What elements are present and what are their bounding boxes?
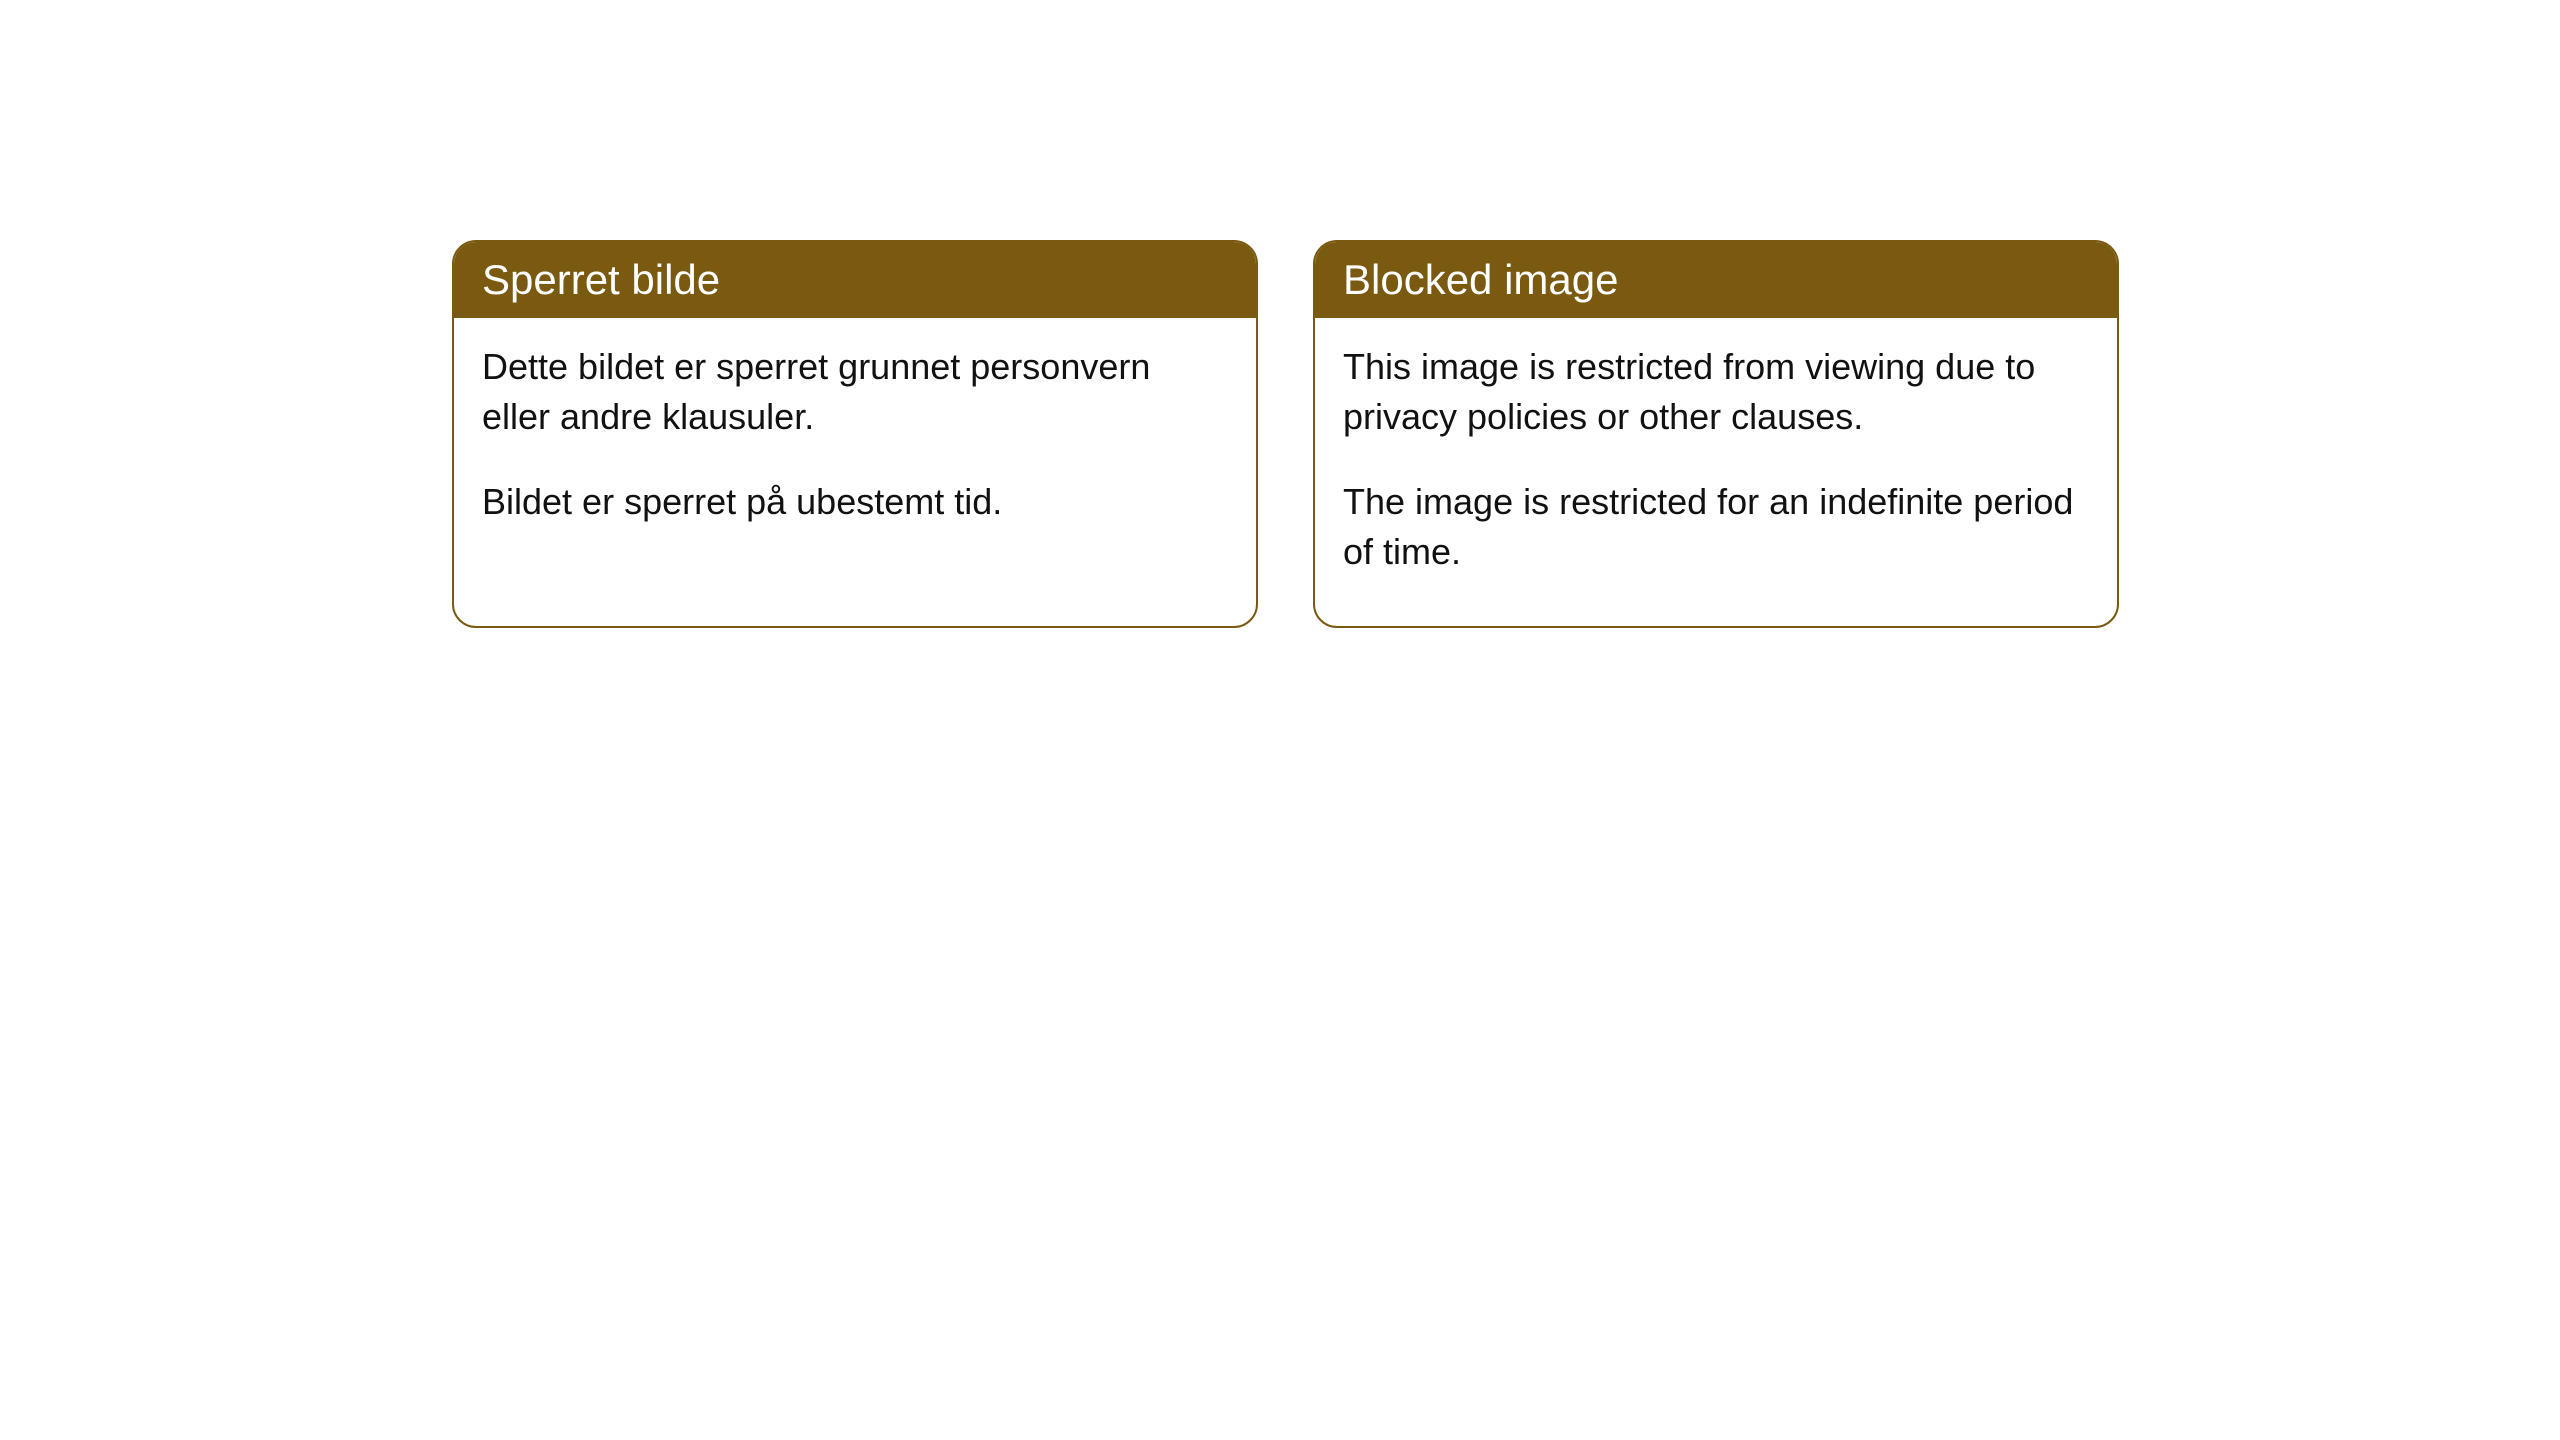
notice-text-english-1: This image is restricted from viewing du…	[1343, 342, 2089, 443]
card-body-english: This image is restricted from viewing du…	[1315, 318, 2117, 626]
notice-container: Sperret bilde Dette bildet er sperret gr…	[0, 0, 2560, 628]
card-body-norwegian: Dette bildet er sperret grunnet personve…	[454, 318, 1256, 575]
notice-text-norwegian-1: Dette bildet er sperret grunnet personve…	[482, 342, 1228, 443]
notice-text-norwegian-2: Bildet er sperret på ubestemt tid.	[482, 477, 1228, 527]
card-header-english: Blocked image	[1315, 242, 2117, 318]
notice-text-english-2: The image is restricted for an indefinit…	[1343, 477, 2089, 578]
blocked-image-card-norwegian: Sperret bilde Dette bildet er sperret gr…	[452, 240, 1258, 628]
card-header-norwegian: Sperret bilde	[454, 242, 1256, 318]
blocked-image-card-english: Blocked image This image is restricted f…	[1313, 240, 2119, 628]
